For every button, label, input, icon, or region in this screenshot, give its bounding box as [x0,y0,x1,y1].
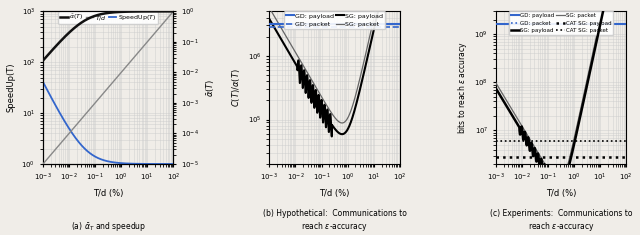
Y-axis label: bits to reach $\epsilon$ accuracy: bits to reach $\epsilon$ accuracy [456,41,469,134]
X-axis label: T/d (%): T/d (%) [319,188,350,197]
Text: (a) $\bar{\alpha}_T$ and speedup: (a) $\bar{\alpha}_T$ and speedup [70,220,146,233]
Legend: GD: payload, GD: packet, SG: payload, SG: packet: GD: payload, GD: packet, SG: payload, SG… [284,12,385,29]
Y-axis label: SpeedUp(T): SpeedUp(T) [7,63,16,112]
Legend: $\bar{\alpha}(T)$, $T/d$, SpeedUp$(T)$: $\bar{\alpha}(T)$, $T/d$, SpeedUp$(T)$ [58,12,158,24]
Y-axis label: $C(T)/\alpha(T)$: $C(T)/\alpha(T)$ [230,68,243,107]
Legend: GD: payload, GD: packet, SG: payload, SG: packet, CAT SG: payload, CAT SG: packe: GD: payload, GD: packet, SG: payload, SG… [509,11,613,35]
X-axis label: T/d (%): T/d (%) [93,188,124,197]
Text: (c) Experiments:  Communications to
reach $\epsilon$-accuracy: (c) Experiments: Communications to reach… [490,209,632,233]
X-axis label: T/d (%): T/d (%) [546,188,576,197]
Y-axis label: $\bar{\alpha}(T)$: $\bar{\alpha}(T)$ [205,78,216,97]
Text: (b) Hypothetical:  Communications to
reach $\epsilon$-accuracy: (b) Hypothetical: Communications to reac… [262,209,406,233]
